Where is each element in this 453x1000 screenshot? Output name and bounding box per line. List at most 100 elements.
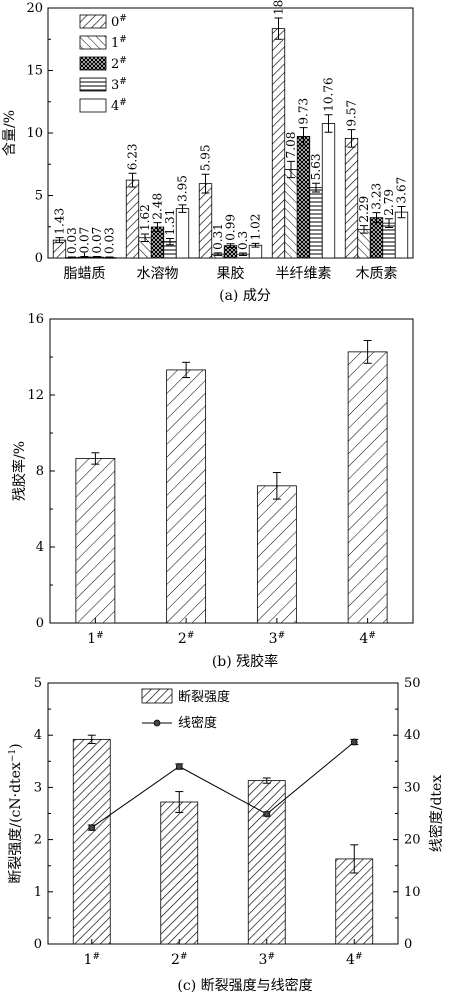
caption-b: (b) 残胶率	[212, 653, 278, 670]
error-bar-a	[274, 17, 283, 40]
legend-label-a: 3#	[111, 77, 127, 93]
bar-a	[271, 28, 286, 259]
error-bar-a	[93, 256, 101, 259]
legend-a: 0# 1# 2# 3# 4#	[79, 14, 127, 114]
y-tick-label-b: 4	[36, 540, 44, 555]
error-bar-a	[214, 252, 222, 256]
data-label-a: 18.35	[272, 0, 286, 15]
error-bar-a	[239, 252, 247, 256]
error-bar-a	[347, 129, 356, 148]
legend-swatch-a	[79, 14, 107, 29]
bar-a	[394, 211, 409, 259]
bar-c	[160, 801, 199, 945]
bar-a	[284, 169, 298, 259]
y-tick-label-a: 5	[35, 189, 43, 204]
data-label-a: 9.57	[345, 100, 359, 127]
data-label-a: 2.29	[357, 196, 371, 223]
y-right-tick-label-c: 10	[404, 885, 421, 900]
density-point-c	[88, 824, 96, 831]
bar-a	[296, 135, 311, 259]
caption-a: (a) 成分	[219, 288, 271, 304]
category-label-b: 2#	[178, 631, 194, 647]
legend-label-bar-c: 断裂强度	[178, 689, 230, 705]
data-label-a: 1.02	[249, 214, 263, 241]
bar-error-c	[87, 734, 96, 745]
data-label-a: 3.67	[395, 177, 409, 204]
legend-swatch-a	[79, 35, 107, 50]
legend-label-a: 2#	[111, 56, 127, 72]
category-label-c: 3#	[259, 952, 275, 968]
bar-a	[369, 217, 384, 259]
legend-label-a: 4#	[111, 98, 127, 114]
error-bar-a	[299, 127, 308, 146]
panel-a-components-chart: 05101520含量/%脂蜡质1.430.030.070.070.03水溶物6.…	[2, 0, 414, 282]
y-tick-label-b: 16	[27, 312, 44, 327]
y-left-tick-label-c: 5	[34, 676, 42, 691]
error-bar-a	[312, 182, 320, 193]
y-right-tick-label-c: 50	[404, 676, 421, 691]
error-bar-a	[251, 242, 260, 248]
y-left-tick-label-c: 3	[34, 780, 42, 795]
error-bar-a	[128, 172, 137, 188]
category-label-c: 2#	[171, 952, 187, 968]
data-label-a: 0.3	[236, 231, 250, 250]
bar-a	[175, 208, 190, 259]
data-label-a: 0.07	[90, 227, 104, 254]
error-bar-a	[166, 238, 174, 246]
data-label-a: 3.95	[176, 175, 190, 202]
y-tick-label-a: 10	[26, 126, 43, 141]
y-tick-label-b: 8	[36, 464, 44, 479]
y-axis-label-b: 残胶率/%	[11, 441, 28, 501]
category-label-a: 脂蜡质	[64, 266, 106, 282]
error-bar-a	[287, 160, 295, 179]
y-left-tick-label-c: 2	[34, 833, 42, 848]
density-point-c	[175, 763, 183, 770]
bar-error-c	[350, 844, 359, 874]
legend-swatch-bar-c	[141, 688, 173, 704]
y-left-tick-label-c: 4	[34, 728, 42, 743]
category-label-b: 3#	[269, 631, 285, 647]
legend-label-a: 0#	[111, 14, 127, 30]
bar-a	[344, 137, 359, 259]
data-label-a: 6.23	[126, 144, 140, 171]
error-bar-a	[68, 256, 76, 259]
density-point-c	[263, 810, 271, 818]
bar-a	[125, 179, 140, 259]
y-right-tick-label-c: 0	[404, 937, 412, 952]
bar-a	[321, 123, 336, 259]
category-label-a: 果胶	[217, 265, 245, 282]
error-bar-a	[226, 243, 235, 248]
bar-c	[72, 738, 111, 945]
bar-error-c	[175, 791, 184, 813]
bar-a	[357, 228, 371, 259]
error-bar-b	[91, 452, 100, 465]
category-label-a: 木质素	[356, 266, 398, 282]
legend-swatch-a	[79, 56, 107, 71]
y-left-axis-label-c: 断裂强度/(cN·dtex−1)	[8, 743, 24, 883]
data-label-a: 2.79	[382, 189, 396, 216]
error-bar-a	[55, 237, 64, 244]
bar-error-c	[262, 777, 271, 784]
error-bar-a	[153, 222, 162, 232]
y-tick-label-b: 0	[36, 616, 44, 631]
bar-b	[166, 369, 207, 624]
data-label-a: 0.07	[78, 227, 92, 254]
legend-swatch-a	[79, 77, 107, 92]
error-bar-a	[397, 206, 406, 219]
data-label-a: 5.63	[309, 154, 323, 181]
data-label-a: 10.76	[322, 77, 336, 111]
error-bar-b	[363, 339, 372, 364]
legend-label-line-c: 线密度	[178, 715, 217, 731]
category-label-c: 1#	[84, 952, 100, 968]
error-bar-a	[80, 256, 89, 259]
category-label-a: 半纤维素	[276, 266, 332, 282]
error-bar-a	[105, 256, 114, 259]
bar-b	[347, 351, 388, 624]
bar-a	[198, 183, 213, 259]
y-tick-label-a: 15	[26, 64, 43, 79]
data-label-a: 0.03	[65, 227, 79, 254]
error-bar-a	[324, 114, 333, 133]
y-left-tick-label-c: 0	[34, 937, 42, 952]
data-label-a: 0.03	[103, 227, 117, 254]
category-label-b: 4#	[359, 631, 375, 647]
